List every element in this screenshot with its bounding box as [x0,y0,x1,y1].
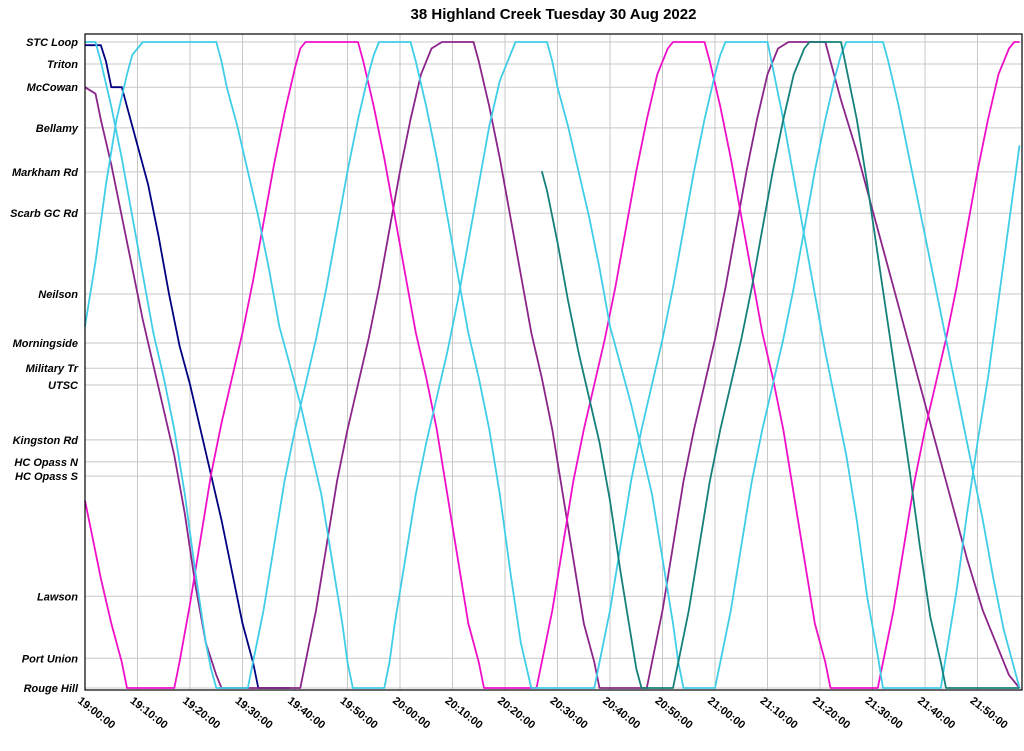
trip-lines [84,41,1021,689]
time-tick-label: 20:30:00 [548,695,590,732]
plot-border [84,33,1023,691]
time-tick-label: 21:50:00 [968,695,1010,732]
stop-label: McCowan [27,82,79,94]
trip-line-cyan-1 [84,41,1021,689]
time-tick-label: 19:50:00 [338,695,380,732]
time-tick-label: 21:20:00 [810,695,852,732]
trip-line-navy [85,44,290,689]
stop-label: Kingston Rd [13,435,79,447]
stop-label: Lawson [37,591,78,603]
x-axis-labels: 19:00:00 19:10:00 19:20:00 19:30:00 19:40:00… [75,695,1010,732]
time-tick-label: 20:20:00 [495,695,537,732]
time-tick-label: 20:40:00 [600,695,642,732]
stop-label: Morningside [13,338,78,350]
stop-label: Rouge Hill [24,683,79,695]
stop-label: HC Opass S [15,471,79,483]
stop-label: UTSC [48,380,79,392]
y-axis-labels: STC Loop Triton McCowan Bellamy Markham Rd Sc… [10,37,79,695]
time-tick-label: 21:10:00 [758,695,800,732]
stop-label: Military Tr [26,363,79,375]
stop-label: Bellamy [36,123,79,135]
time-tick-label: 19:20:00 [180,695,222,732]
stop-label: Scarb GC Rd [10,208,78,220]
time-tick-label: 21:00:00 [705,695,747,732]
stop-label: Port Union [22,653,78,665]
time-tick-label: 19:00:00 [75,695,117,732]
time-tick-label: 19:30:00 [233,695,275,732]
stop-label: Markham Rd [12,167,78,179]
stop-label: STC Loop [26,37,78,49]
trip-line-magenta [84,41,1020,689]
stop-label: HC Opass N [14,457,79,469]
time-tick-label: 20:50:00 [653,695,695,732]
plot-background [85,34,1022,690]
stop-label: Neilson [38,289,78,301]
time-tick-label: 19:40:00 [285,695,327,732]
stop-label: Triton [47,59,78,71]
time-tick-label: 21:40:00 [915,695,957,732]
time-tick-label: 21:30:00 [863,695,905,732]
trip-line-cyan-2 [85,41,1021,689]
trip-line-teal [540,41,1020,689]
time-tick-label: 20:00:00 [390,695,432,732]
time-tick-label: 20:10:00 [443,695,485,732]
chart-title: 38 Highland Creek Tuesday 30 Aug 2022 [410,6,697,23]
time-tick-label: 19:10:00 [128,695,170,732]
